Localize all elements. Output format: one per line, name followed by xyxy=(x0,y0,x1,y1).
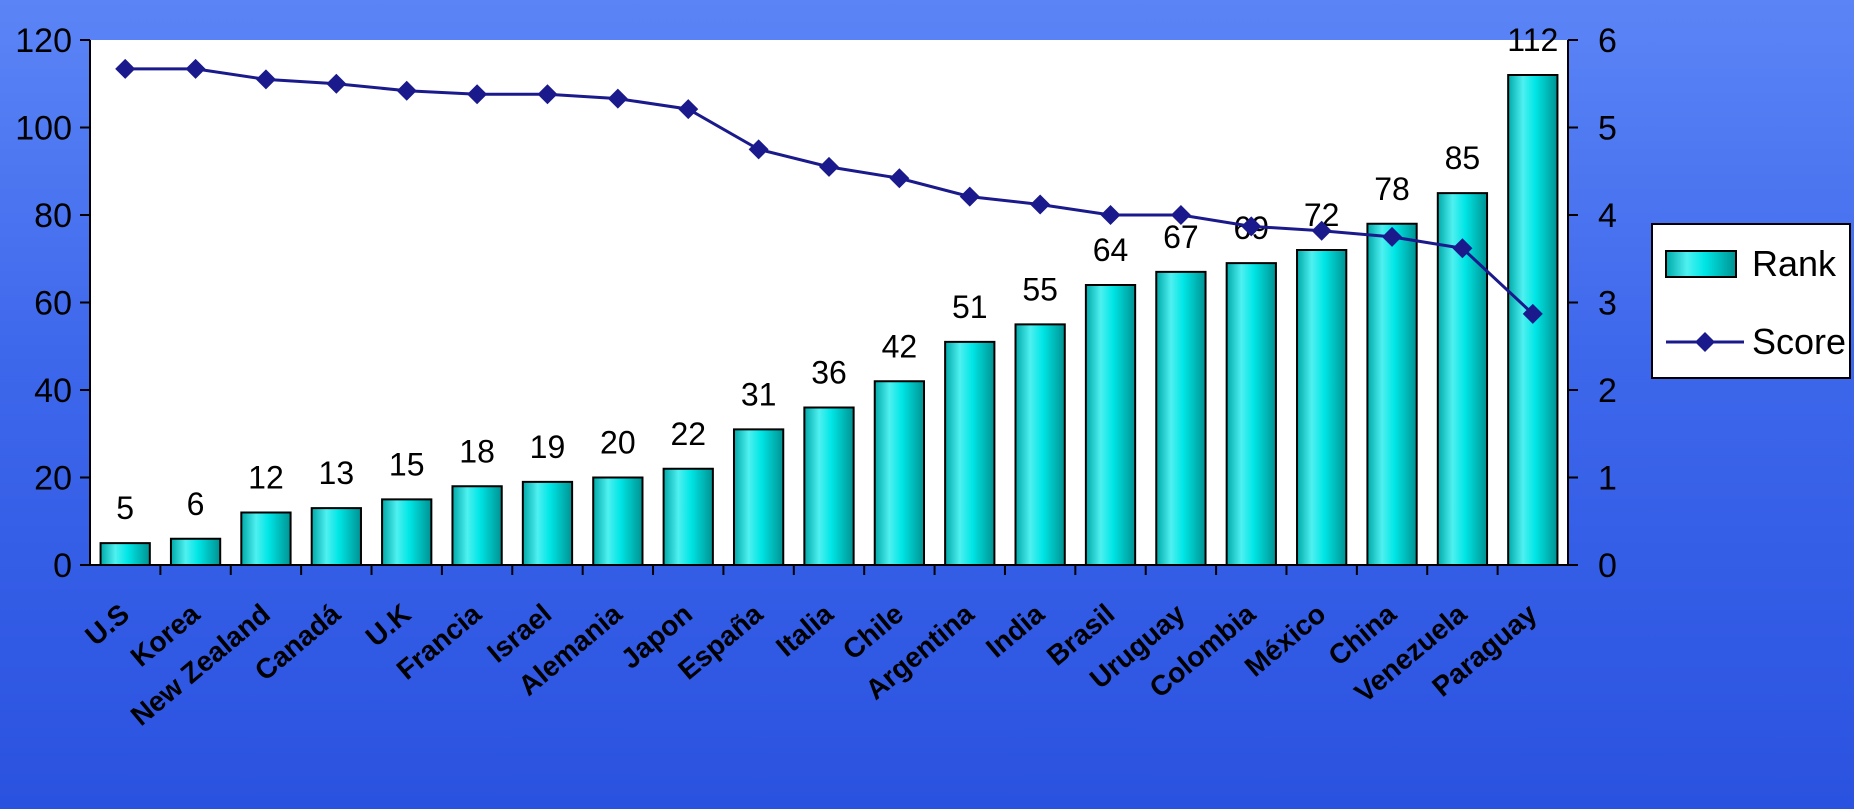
left-axis-ticks: 0 20 40 60 80 100 120 xyxy=(15,22,90,585)
score-point-20 xyxy=(1452,238,1473,259)
left-tick-label: 60 xyxy=(34,285,72,323)
bar-12 xyxy=(873,380,926,566)
bar-data-labels: 5612131518192022313642515564676972788511… xyxy=(116,22,1558,526)
bar-label-2: 6 xyxy=(187,486,205,522)
bar-label-4: 13 xyxy=(319,455,355,491)
bar-label-6: 18 xyxy=(459,433,495,469)
score-point-3 xyxy=(255,69,276,90)
right-axis-ticks: 0 1 2 3 4 5 6 xyxy=(1568,22,1617,585)
bar-label-9: 22 xyxy=(670,416,706,452)
bar-label-21: 112 xyxy=(1507,22,1558,58)
score-point-6 xyxy=(467,84,488,105)
legend-box xyxy=(1651,223,1851,379)
bar-label-3: 12 xyxy=(248,460,284,496)
left-tick-label: 100 xyxy=(15,110,72,148)
bar-label-7: 19 xyxy=(530,429,566,465)
bar-16 xyxy=(1155,270,1207,566)
bar-label-5: 15 xyxy=(389,446,425,482)
bar-label-1: 5 xyxy=(116,490,134,526)
score-point-11 xyxy=(819,156,839,177)
bar-label-12: 42 xyxy=(882,328,918,364)
score-point-2 xyxy=(185,58,206,79)
legend-label-score: Score xyxy=(1752,321,1846,362)
bar-2 xyxy=(169,537,222,566)
legend-swatch-rank xyxy=(1665,250,1737,278)
score-point-14 xyxy=(1030,194,1051,215)
bar-14 xyxy=(1014,323,1066,566)
score-point-1 xyxy=(115,58,136,79)
score-point-7 xyxy=(537,84,558,105)
bar-label-19: 78 xyxy=(1374,171,1410,207)
bar-series-rank xyxy=(99,74,1559,566)
category-label-5: U.K xyxy=(360,598,417,653)
bar-label-10: 31 xyxy=(741,376,777,412)
bar-label-11: 36 xyxy=(811,355,847,391)
right-tick-label: 3 xyxy=(1598,285,1617,323)
bar-13 xyxy=(944,340,996,566)
bar-1 xyxy=(99,542,151,566)
score-point-10 xyxy=(748,139,769,160)
score-point-8 xyxy=(607,88,628,109)
bar-19 xyxy=(1366,222,1418,566)
category-label-11: Italia xyxy=(770,598,839,663)
category-label-14: India xyxy=(980,598,1050,664)
score-point-15 xyxy=(1100,205,1121,225)
bar-label-20: 85 xyxy=(1445,140,1481,176)
score-point-13 xyxy=(959,186,980,207)
right-tick-label: 4 xyxy=(1598,197,1617,235)
score-point-5 xyxy=(396,80,417,101)
legend-label-rank: Rank xyxy=(1752,243,1837,284)
bar-5 xyxy=(381,498,433,566)
score-point-21 xyxy=(1522,303,1543,324)
bar-15 xyxy=(1084,284,1137,566)
bar-label-14: 55 xyxy=(1022,271,1058,307)
bar-label-15: 64 xyxy=(1093,232,1129,268)
right-tick-label: 0 xyxy=(1598,547,1617,585)
score-point-17 xyxy=(1241,216,1262,237)
bar-6 xyxy=(451,485,503,566)
right-tick-label: 1 xyxy=(1598,460,1617,498)
right-tick-label: 5 xyxy=(1598,110,1617,148)
bar-17 xyxy=(1225,262,1277,566)
legend: Rank Score xyxy=(1651,223,1851,379)
score-point-9 xyxy=(678,99,699,120)
bar-7 xyxy=(521,480,574,566)
score-point-4 xyxy=(326,73,347,94)
bar-9 xyxy=(662,467,714,566)
bar-3 xyxy=(240,511,292,566)
left-tick-label: 40 xyxy=(34,372,72,410)
left-tick-label: 80 xyxy=(34,197,72,235)
bar-10 xyxy=(732,428,785,566)
left-tick-label: 20 xyxy=(34,460,72,498)
category-label-18: México xyxy=(1239,598,1332,683)
score-point-19 xyxy=(1382,226,1403,247)
left-tick-label: 0 xyxy=(53,547,72,585)
bar-label-13: 51 xyxy=(952,289,988,325)
bar-11 xyxy=(803,406,855,566)
score-point-16 xyxy=(1170,205,1191,225)
bar-18 xyxy=(1296,249,1348,566)
score-point-12 xyxy=(889,168,910,189)
line-series-score xyxy=(115,58,1543,324)
right-tick-label: 6 xyxy=(1598,22,1617,60)
right-tick-label: 2 xyxy=(1598,372,1617,410)
bar-label-8: 20 xyxy=(600,425,636,461)
bar-8 xyxy=(592,476,644,566)
score-point-18 xyxy=(1311,220,1332,241)
category-label-1: U.S xyxy=(79,598,135,652)
legend-marker-score xyxy=(1695,332,1715,352)
bar-4 xyxy=(310,507,362,566)
left-tick-label: 120 xyxy=(15,22,72,60)
